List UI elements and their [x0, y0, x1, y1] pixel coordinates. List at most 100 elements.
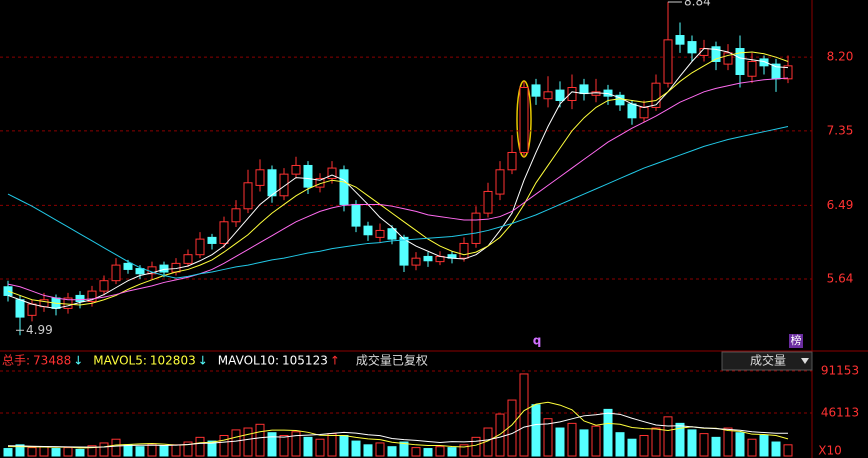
- volume-bar: [711, 436, 721, 457]
- volume-bar: [387, 446, 397, 457]
- candle-body: [363, 225, 373, 236]
- volume-bar: [627, 438, 637, 457]
- volume-bar: [267, 432, 277, 457]
- candle-body: [27, 303, 37, 316]
- volume-bar: [495, 413, 505, 457]
- legend-arrow: ↑: [330, 354, 340, 368]
- low-annotation: 4.99: [26, 323, 53, 337]
- mavol-line: [8, 401, 789, 449]
- candle-body: [135, 268, 145, 275]
- volume-bar: [327, 433, 337, 457]
- candle-body: [351, 203, 361, 227]
- candle-body: [567, 87, 577, 101]
- dropdown-arrow[interactable]: [801, 358, 809, 364]
- candle-body: [255, 169, 265, 186]
- candle-body: [87, 290, 97, 302]
- volume-bar: [135, 446, 145, 457]
- volume-bar: [111, 438, 121, 457]
- volume-bar: [531, 404, 541, 457]
- candle-body: [675, 35, 685, 45]
- legend-label: MAVOL5:: [93, 354, 147, 368]
- legend-value: 105123: [282, 354, 328, 368]
- volume-bar: [639, 434, 649, 457]
- dropdown-box[interactable]: [721, 351, 813, 371]
- candle-body: [111, 264, 121, 282]
- candle-body: [399, 236, 409, 266]
- volume-bar: [231, 429, 241, 457]
- volume-bar: [759, 434, 769, 457]
- candle-body: [711, 46, 721, 63]
- candle-body: [759, 58, 769, 67]
- volume-bar: [39, 446, 49, 457]
- dropdown-label[interactable]: 成交量: [750, 353, 786, 368]
- legend-value: 102803: [150, 354, 196, 368]
- volume-bar: [783, 444, 793, 457]
- volume-bar: [615, 432, 625, 457]
- candle-body: [75, 294, 85, 302]
- candle-body: [339, 169, 349, 205]
- volume-bar: [63, 447, 73, 457]
- y-tick-label: 46113: [821, 406, 859, 420]
- candle-body: [267, 169, 277, 197]
- candle-body: [735, 48, 745, 76]
- volume-bar: [15, 444, 25, 457]
- candle-body: [279, 173, 289, 197]
- candle-body: [483, 190, 493, 214]
- candle-body: [375, 229, 385, 238]
- volume-bar: [543, 418, 553, 457]
- volume-bar: [723, 427, 733, 457]
- candle-body: [495, 169, 505, 195]
- candle-body: [423, 255, 433, 262]
- volume-bar: [159, 445, 169, 457]
- unit-label: X10: [818, 444, 842, 458]
- volume-bar: [351, 440, 361, 457]
- candle-body: [291, 164, 301, 175]
- candle-body: [627, 103, 637, 119]
- volume-bar: [771, 441, 781, 457]
- volume-bar: [507, 399, 517, 457]
- volume-bar: [123, 444, 133, 457]
- volume-bar: [555, 427, 565, 457]
- candle-body: [207, 236, 217, 244]
- volume-bar: [735, 432, 745, 457]
- candle-body: [303, 164, 313, 188]
- volume-bar: [291, 431, 301, 457]
- candle-body: [543, 91, 553, 100]
- volume-bar: [423, 448, 433, 457]
- volume-bar: [219, 434, 229, 457]
- ma-line: [7, 51, 789, 306]
- volume-bar: [183, 441, 193, 457]
- dropdown[interactable]: 成交量: [721, 351, 813, 371]
- volume-bar: [87, 445, 97, 457]
- volume-bar: [99, 442, 109, 457]
- ma-line: [7, 47, 789, 309]
- y-tick-label: 7.35: [827, 123, 854, 137]
- volume-bar: [279, 434, 289, 457]
- legend-note: 成交量已复权: [356, 353, 428, 368]
- candle-body: [99, 280, 109, 292]
- candle-body: [639, 106, 649, 119]
- volume-bar: [579, 429, 589, 457]
- legend-label: 总手:: [2, 354, 30, 368]
- volume-bar: [339, 434, 349, 457]
- legend-arrow: ↓: [73, 354, 83, 368]
- marker-bang: 榜: [791, 333, 802, 347]
- volume-bar: [303, 436, 313, 457]
- volume-bar: [435, 446, 445, 457]
- mavol-line: [7, 412, 788, 448]
- volume-bar: [243, 427, 253, 457]
- volume-bar: [567, 422, 577, 457]
- highlight-ellipse: [516, 80, 532, 158]
- y-tick-label: 5.64: [827, 271, 854, 285]
- ma-line: [7, 77, 789, 301]
- candle-body: [183, 254, 193, 264]
- candle-body: [651, 82, 661, 108]
- candle-body: [531, 84, 541, 97]
- volume-bar: [363, 444, 373, 457]
- marker-q: q: [533, 334, 542, 348]
- candle-body: [591, 91, 601, 96]
- candle-body: [507, 151, 517, 171]
